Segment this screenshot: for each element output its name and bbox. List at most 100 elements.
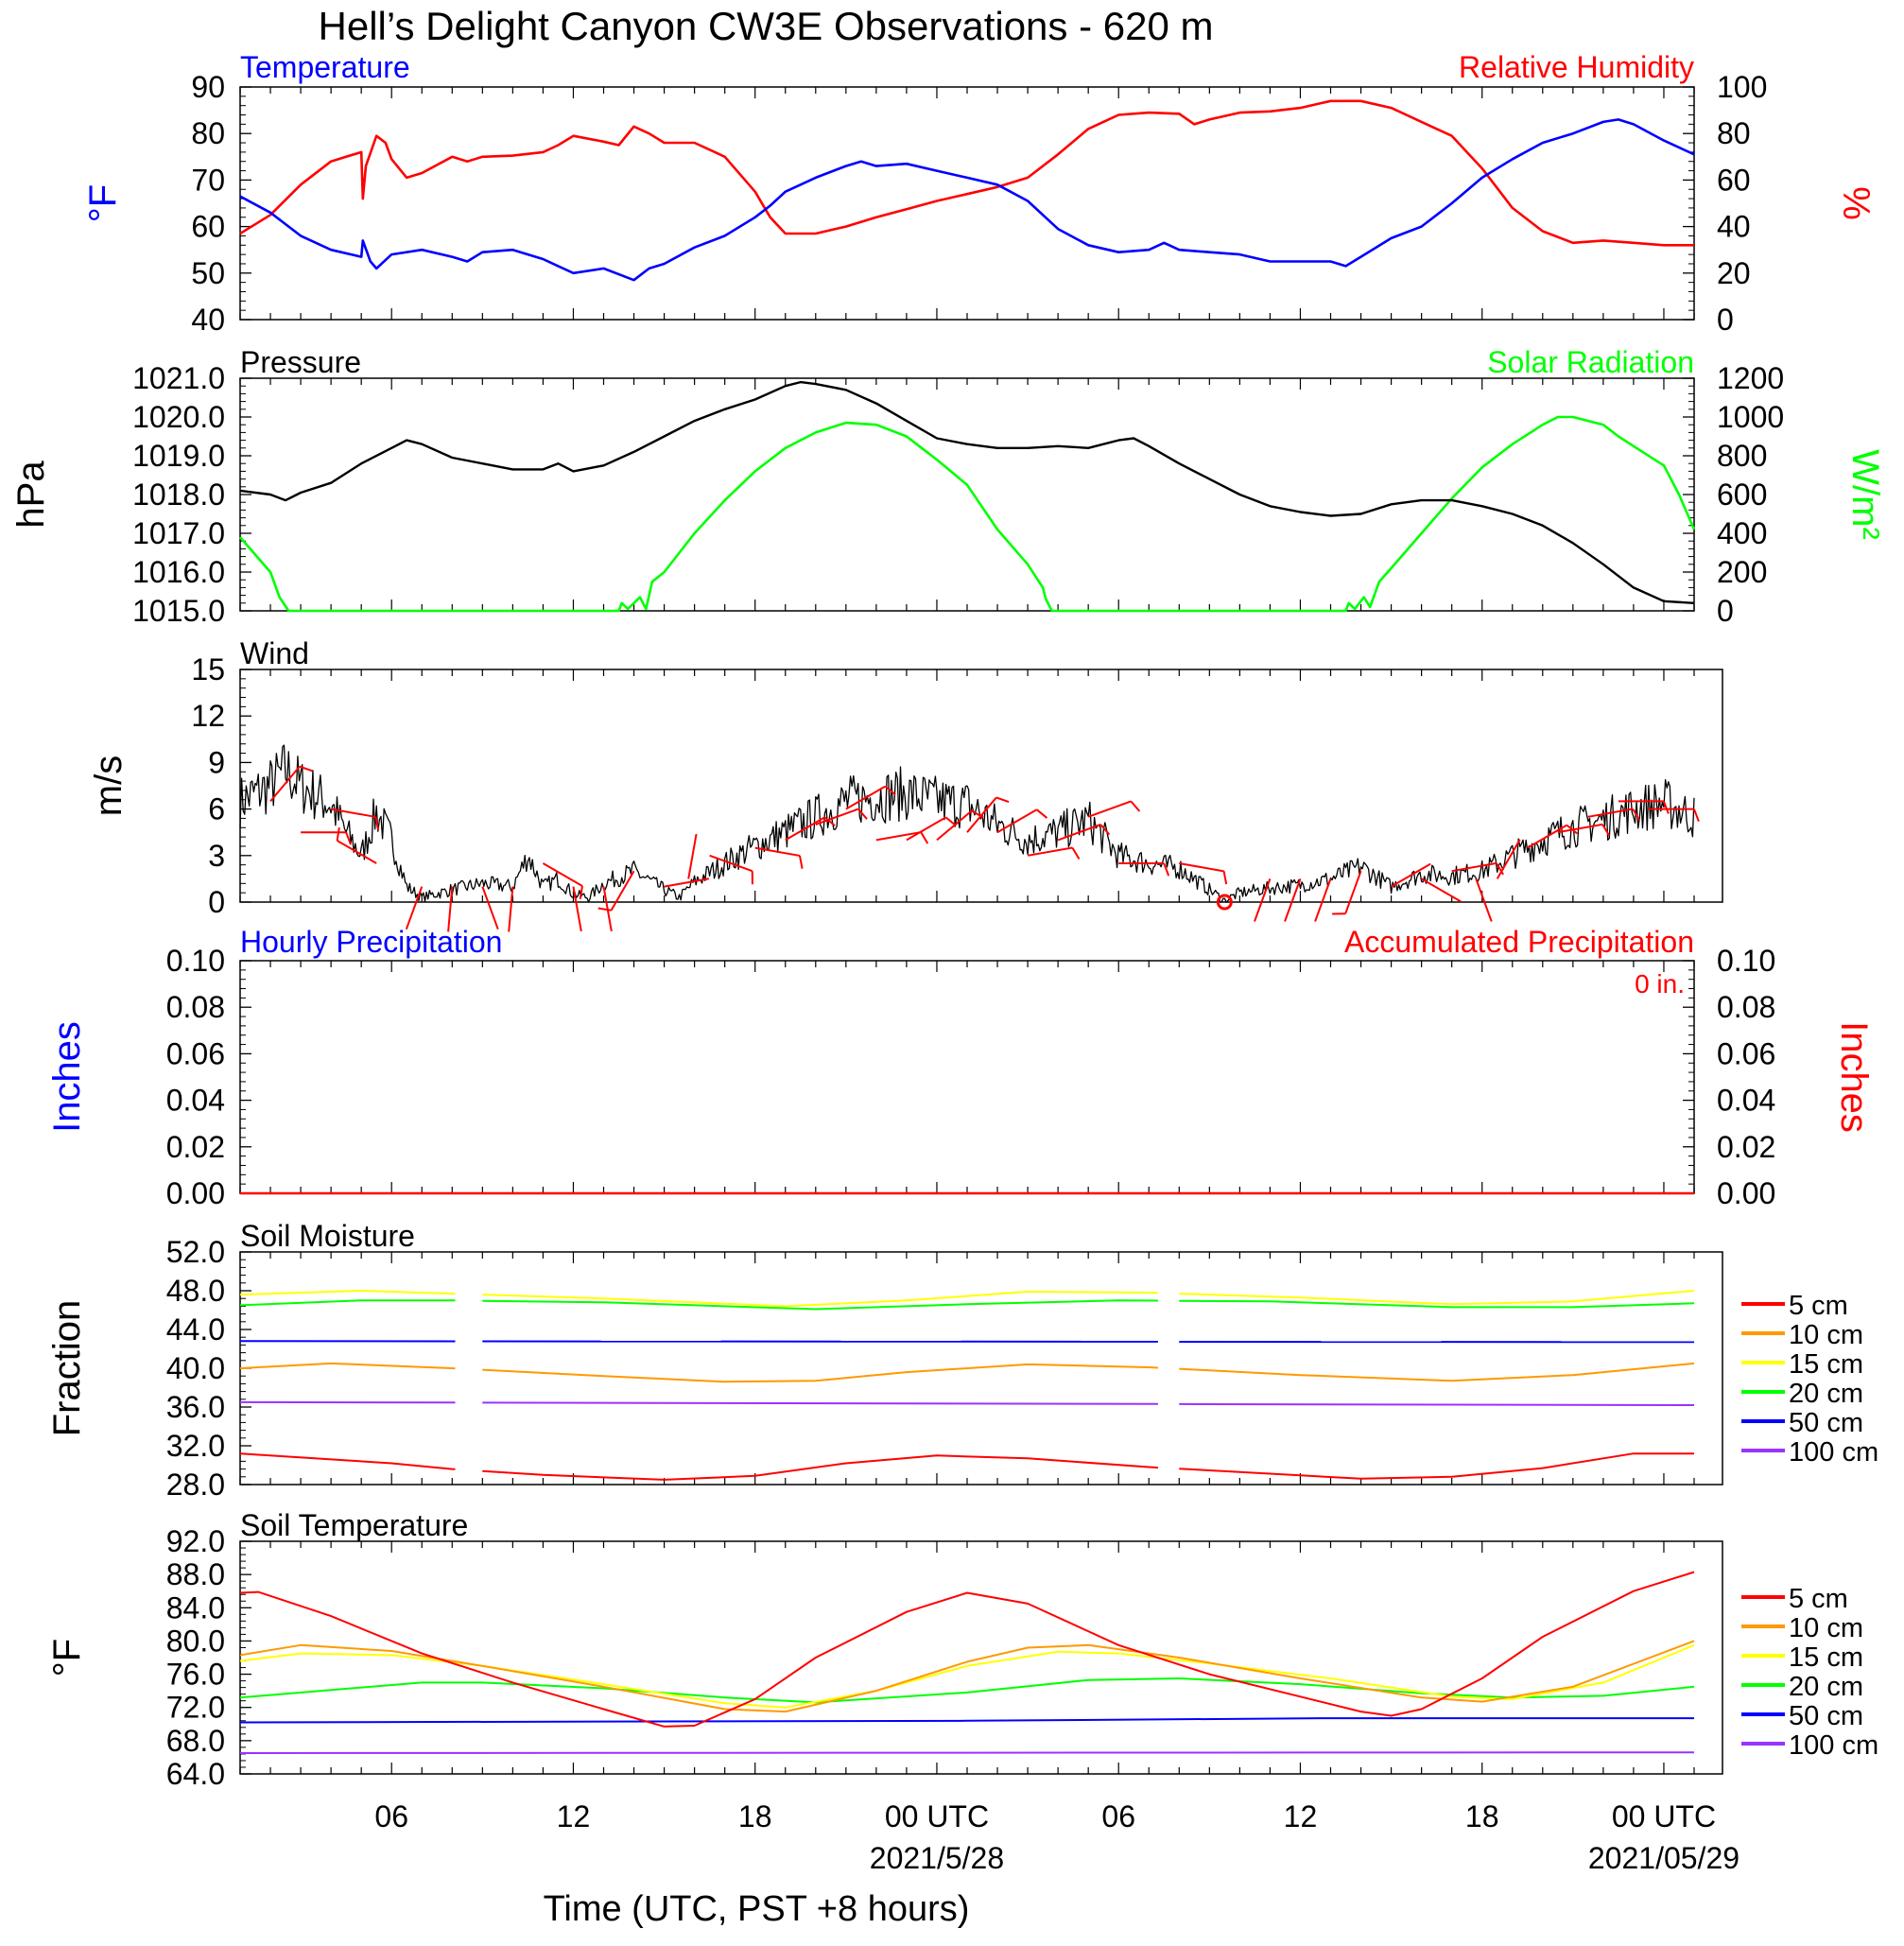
temp-left-tick-label: 60 — [191, 210, 225, 244]
precip-right-right-tick-label: 0.04 — [1717, 1084, 1775, 1118]
temp-left-tick-label: 40 — [191, 303, 225, 337]
wind-barb-flag — [374, 816, 379, 830]
temp-rh-frame — [239, 86, 1695, 321]
soil-moisture-left-tick-label: 28.0 — [166, 1468, 225, 1502]
temperature-title: Temperature — [240, 50, 410, 84]
solar-right-tick-label: 1000 — [1717, 400, 1784, 434]
wind-barb — [785, 816, 825, 842]
soil-temp-line — [239, 1677, 1695, 1704]
temperature-unit: °F — [82, 184, 124, 222]
soil-moisture-line — [239, 1362, 456, 1370]
wind-barb — [906, 816, 946, 842]
solar-line — [239, 415, 1696, 613]
wind-barb — [330, 808, 376, 818]
soil-temp-left-tick-label: 76.0 — [166, 1658, 225, 1692]
wind-barb-flag — [884, 785, 896, 796]
x-tick-label: 00 UTC — [885, 1799, 989, 1833]
hourly-precip-title: Hourly Precipitation — [240, 925, 502, 959]
wind-left-tick-label: 9 — [208, 745, 225, 779]
pressure-left-tick-label: 1015.0 — [132, 594, 225, 628]
rh-right-tick-label: 40 — [1717, 210, 1751, 244]
calm-wind-marker — [1216, 894, 1233, 911]
wind-barb — [572, 886, 582, 932]
soil-moisture-left-tick-label: 52.0 — [166, 1235, 225, 1269]
wind-barb — [996, 808, 1038, 834]
wind-barb-flag — [1130, 800, 1141, 812]
wind-barb — [610, 870, 635, 912]
soil-moisture-line — [1179, 1452, 1694, 1480]
pressure-line — [239, 380, 1695, 604]
x-tick-label: 18 — [738, 1799, 772, 1833]
humidity-unit: % — [1835, 186, 1877, 220]
x-tick-label: 18 — [1465, 1799, 1499, 1833]
soil-temp-legend-label: 100 cm — [1789, 1730, 1878, 1761]
wind-barb — [845, 785, 886, 810]
pressure-left-tick-label: 1016.0 — [132, 555, 225, 589]
soil-temp-line — [239, 1571, 1695, 1728]
soil-temp-left-tick-label: 68.0 — [166, 1724, 225, 1758]
wind-barb — [1557, 823, 1603, 834]
precip-left-left-tick-label: 0.06 — [166, 1036, 225, 1070]
wind-left-tick-label: 3 — [208, 839, 225, 873]
wind-barb-flag — [1662, 801, 1670, 814]
wind-barb-flag — [597, 907, 612, 912]
solar-right-tick-label: 1200 — [1717, 361, 1784, 395]
wind-barb — [664, 877, 710, 888]
wind-barb — [337, 840, 377, 864]
wind-barb — [1027, 846, 1073, 857]
wind-barb-flag — [920, 831, 929, 844]
wind-barb — [1344, 870, 1362, 914]
wind-barb — [1451, 861, 1497, 873]
soil-temp-title: Soil Temperature — [240, 1508, 468, 1542]
soil-temp-left-tick-label: 80.0 — [166, 1624, 225, 1658]
solar-unit: W/m² — [1844, 449, 1886, 540]
wind-barb-flag — [1222, 871, 1228, 885]
rh-right-tick-label: 0 — [1717, 303, 1734, 337]
accum-precip-title: Accumulated Precipitation — [1344, 925, 1694, 959]
wind-left-tick-label: 0 — [208, 885, 225, 919]
wind-barb — [1496, 839, 1521, 879]
precip-left-left-tick-label: 0.04 — [166, 1084, 225, 1118]
temp-left-tick-label: 90 — [191, 70, 225, 104]
soil-temp-legend-label: 20 cm — [1789, 1672, 1863, 1702]
wind-barb — [1391, 862, 1431, 888]
wind-barb — [754, 846, 801, 857]
solar-right-tick-label: 400 — [1717, 516, 1767, 550]
temp-left-tick-label: 70 — [191, 163, 225, 197]
soil-temp-left-tick-label: 72.0 — [166, 1691, 225, 1725]
soil-moisture-legend-label: 50 cm — [1789, 1408, 1863, 1438]
wind-barb-flag — [1693, 808, 1700, 823]
x-tick-label: 00 UTC — [1612, 1799, 1716, 1833]
wind-barb-flag — [857, 808, 868, 820]
hourly-precip-unit: Inches — [46, 1021, 88, 1133]
soil-temp-left-tick-label: 84.0 — [166, 1590, 225, 1625]
wind-barb — [709, 854, 753, 873]
rh-right-tick-label: 80 — [1717, 116, 1751, 150]
wind-left-tick-label: 12 — [191, 699, 225, 733]
wind-barb-flag — [1163, 862, 1170, 877]
soil-moisture-line — [239, 1290, 456, 1296]
wind-barb — [481, 886, 499, 930]
precip-right-right-tick-label: 0.10 — [1717, 944, 1775, 978]
soil-moisture-legend-label: 10 cm — [1789, 1320, 1863, 1350]
soil-temp-line — [239, 1640, 1695, 1713]
precip-right-right-tick-label: 0.08 — [1717, 990, 1775, 1024]
wind-barb — [1475, 878, 1493, 922]
precip-right-right-tick-label: 0.06 — [1717, 1036, 1775, 1070]
x-tick-label: 12 — [557, 1799, 591, 1833]
temp-left-tick-label: 80 — [191, 116, 225, 150]
precip-frame — [239, 960, 1695, 1194]
wind-barb — [269, 765, 301, 803]
soil-temp-legend-label: 15 cm — [1789, 1642, 1863, 1673]
soil-temp-left-tick-label: 92.0 — [166, 1524, 225, 1558]
soil-moisture-line — [239, 1452, 456, 1470]
x-tick-label: 12 — [1284, 1799, 1318, 1833]
precip-left-left-tick-label: 0.10 — [166, 944, 225, 978]
wind-barb-flag — [299, 765, 313, 773]
x-tick-date: 2021/5/28 — [870, 1841, 1004, 1875]
wind-frame — [239, 669, 1723, 903]
solar-title: Solar Radiation — [1487, 345, 1694, 379]
rh-right-tick-label: 60 — [1717, 163, 1751, 197]
wind-barb-flag — [995, 796, 1010, 803]
wind-barb — [1254, 878, 1272, 922]
